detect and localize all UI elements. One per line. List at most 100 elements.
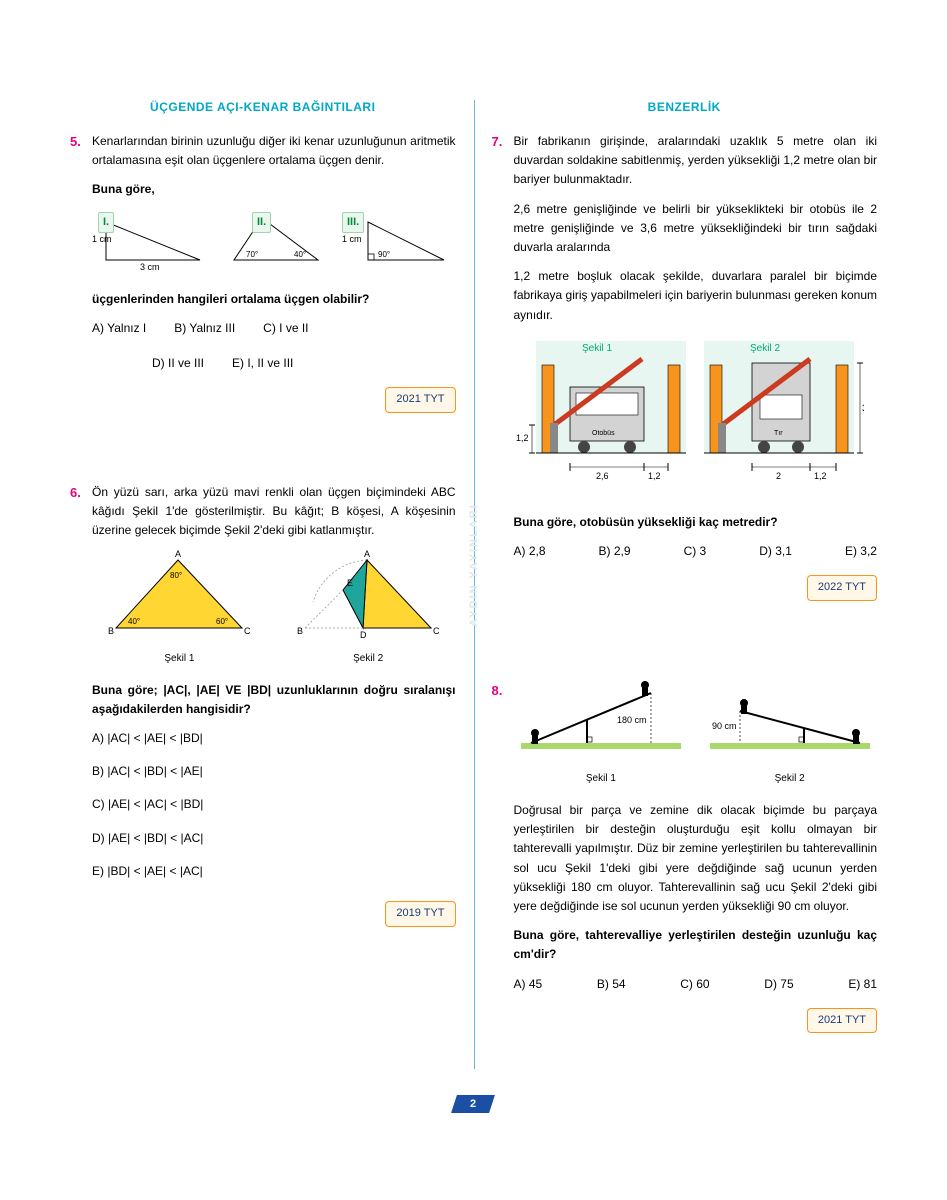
q6-opt-d: D) |AE| < |BD| < |AC| <box>92 829 456 848</box>
svg-text:Tır: Tır <box>774 430 783 437</box>
svg-text:1 cm: 1 cm <box>92 234 112 244</box>
svg-text:180 cm: 180 cm <box>617 715 647 725</box>
q5-number: 5. <box>70 132 92 413</box>
q5-tri1: I. 1 cm 3 cm <box>92 210 212 276</box>
svg-text:70°: 70° <box>246 250 258 259</box>
svg-text:D: D <box>360 630 367 640</box>
svg-text:C: C <box>433 626 440 636</box>
q8-figures: 180 cm Şekil 1 <box>514 681 878 787</box>
right-column: BENZERLİK 7. Bir fabrikanın girişinde, a… <box>474 100 878 1069</box>
q7-opt-b: B) 2,9 <box>599 542 631 561</box>
svg-text:B: B <box>297 626 303 636</box>
svg-text:E: E <box>347 578 353 588</box>
svg-text:1 cm: 1 cm <box>342 234 362 244</box>
svg-text:A: A <box>175 550 181 559</box>
q6-fig1-label: Şekil 1 <box>104 651 254 667</box>
question-6: 6. Ön yüzü sarı, arka yüzü mavi renkli o… <box>70 483 456 927</box>
q5-roman-2: II. <box>252 212 271 234</box>
left-column: ÜÇGENDE AÇI-KENAR BAĞINTILARI 5. Kenarla… <box>70 100 474 1069</box>
q7-p1: Bir fabrikanın girişinde, aralarındaki u… <box>514 132 878 190</box>
q8-number: 8. <box>492 681 514 1033</box>
svg-text:2: 2 <box>776 471 781 481</box>
left-section-title: ÜÇGENDE AÇI-KENAR BAĞINTILARI <box>70 100 456 114</box>
q5-text: Kenarlarından birinin uzunluğu diğer iki… <box>92 132 456 170</box>
q8-year: 2021 TYT <box>807 1008 877 1034</box>
q6-ask: Buna göre; |AC|, |AE| VE |BD| uzunluklar… <box>92 681 456 719</box>
q5-year: 2021 TYT <box>385 387 455 413</box>
q8-opt-c: C) 60 <box>680 975 709 994</box>
svg-text:80°: 80° <box>170 571 182 580</box>
q6-fig2-label: Şekil 2 <box>293 651 443 667</box>
q8-body: 180 cm Şekil 1 <box>514 681 878 1033</box>
q8-fig1: 180 cm Şekil 1 <box>521 681 681 787</box>
q5-roman-3: III. <box>342 212 364 234</box>
page-number-wrap: 2 <box>70 1095 877 1113</box>
q8-options: A) 45 B) 54 C) 60 D) 75 E) 81 <box>514 975 878 1002</box>
q7-figure: Şekil 1 Şekil 2 Otobüs <box>514 335 878 501</box>
q7-year: 2022 TYT <box>807 575 877 601</box>
svg-text:1,2: 1,2 <box>814 471 827 481</box>
svg-text:1,2: 1,2 <box>648 471 661 481</box>
q5-opt-e: E) I, II ve III <box>232 354 293 373</box>
page-container: AYDIN YAYINLARI ÜÇGENDE AÇI-KENAR BAĞINT… <box>70 100 877 1069</box>
q8-opt-d: D) 75 <box>764 975 793 994</box>
svg-text:3,6: 3,6 <box>862 403 864 413</box>
q7-opt-a: A) 2,8 <box>514 542 546 561</box>
svg-text:1,2: 1,2 <box>516 433 529 443</box>
q7-p2: 2,6 metre genişliğinde ve belirli bir yü… <box>514 200 878 258</box>
q8-opt-a: A) 45 <box>514 975 543 994</box>
question-8: 8. <box>492 681 878 1033</box>
svg-text:Şekil 2: Şekil 2 <box>750 343 780 354</box>
q5-options-row2: D) II ve III E) I, II ve III <box>92 354 456 381</box>
q8-fig1-label: Şekil 1 <box>521 771 681 787</box>
q6-year: 2019 TYT <box>385 901 455 927</box>
q8-text: Doğrusal bir parça ve zemine dik olacak … <box>514 801 878 916</box>
q5-body: Kenarlarından birinin uzunluğu diğer iki… <box>92 132 456 413</box>
q6-figures: A B C 80° 40° 60° Şekil 1 <box>92 550 456 666</box>
q6-opt-b: B) |AC| < |BD| < |AE| <box>92 762 456 781</box>
q8-fig2-label: Şekil 2 <box>710 771 870 787</box>
svg-text:B: B <box>108 626 114 636</box>
q6-opt-a: A) |AC| < |AE| < |BD| <box>92 729 456 748</box>
svg-text:90 cm: 90 cm <box>712 721 737 731</box>
q6-opt-c: C) |AE| < |AC| < |BD| <box>92 795 456 814</box>
q7-opt-e: E) 3,2 <box>845 542 877 561</box>
column-divider <box>474 100 475 1069</box>
q7-options: A) 2,8 B) 2,9 C) 3 D) 3,1 E) 3,2 <box>514 542 878 569</box>
q8-opt-b: B) 54 <box>597 975 626 994</box>
svg-text:C: C <box>244 626 251 636</box>
q6-opt-e: E) |BD| < |AE| < |AC| <box>92 862 456 881</box>
q8-fig2: 90 cm Şekil 2 <box>710 681 870 787</box>
q6-number: 6. <box>70 483 92 927</box>
q6-body: Ön yüzü sarı, arka yüzü mavi renkli olan… <box>92 483 456 927</box>
svg-text:2,6: 2,6 <box>596 471 609 481</box>
q5-prompt: Buna göre, <box>92 180 456 199</box>
q5-ask: üçgenlerinden hangileri ortalama üçgen o… <box>92 290 456 309</box>
q7-opt-c: C) 3 <box>684 542 707 561</box>
q5-opt-c: C) I ve II <box>263 319 308 338</box>
q5-tri2: II. 70° 40° <box>226 210 326 276</box>
q7-p3: 1,2 metre boşluk olacak şekilde, duvarla… <box>514 267 878 325</box>
q6-text: Ön yüzü sarı, arka yüzü mavi renkli olan… <box>92 483 456 541</box>
q5-opt-a: A) Yalnız I <box>92 319 146 338</box>
q5-figures: I. 1 cm 3 cm II. 70° 40° <box>92 210 456 276</box>
q7-number: 7. <box>492 132 514 601</box>
q5-options: A) Yalnız I B) Yalnız III C) I ve II <box>92 319 456 346</box>
q8-opt-e: E) 81 <box>848 975 877 994</box>
q7-ask: Buna göre, otobüsün yüksekliği kaç metre… <box>514 513 878 532</box>
question-7: 7. Bir fabrikanın girişinde, aralarındak… <box>492 132 878 601</box>
svg-text:Otobüs: Otobüs <box>592 430 615 437</box>
question-5: 5. Kenarlarından birinin uzunluğu diğer … <box>70 132 456 413</box>
q5-opt-b: B) Yalnız III <box>174 319 235 338</box>
svg-text:40°: 40° <box>128 617 140 626</box>
q5-opt-d: D) II ve III <box>152 354 204 373</box>
svg-text:A: A <box>364 550 370 559</box>
q5-roman-1: I. <box>98 212 114 234</box>
q6-options: A) |AC| < |AE| < |BD| B) |AC| < |BD| < |… <box>92 729 456 881</box>
right-section-title: BENZERLİK <box>492 100 878 114</box>
svg-text:Şekil 1: Şekil 1 <box>582 343 612 354</box>
q6-fig1: A B C 80° 40° 60° Şekil 1 <box>104 550 254 666</box>
q6-fig2: A B C D E Şekil 2 <box>293 550 443 666</box>
svg-text:90°: 90° <box>378 250 390 259</box>
page-number: 2 <box>452 1095 496 1113</box>
